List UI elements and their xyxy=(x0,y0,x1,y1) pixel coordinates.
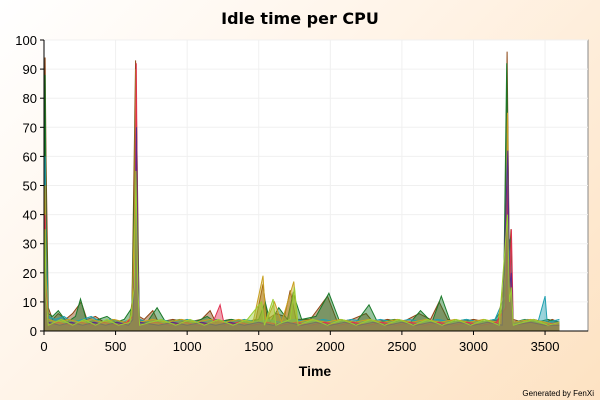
series-area-1 xyxy=(44,63,560,332)
x-tick-label: 2500 xyxy=(387,339,416,354)
y-tick-label: 80 xyxy=(23,91,37,106)
y-tick-label: 90 xyxy=(23,62,37,77)
y-axis-ticks: 0 10 20 30 40 50 60 70 80 90 100 xyxy=(15,33,44,339)
x-tick-label: 0 xyxy=(40,339,47,354)
y-tick-label: 60 xyxy=(23,149,37,164)
series-line-0 xyxy=(43,51,560,323)
y-tick-label: 10 xyxy=(23,295,37,310)
series-line-5 xyxy=(43,127,560,326)
series-area-6 xyxy=(44,170,560,331)
x-tick-label: 500 xyxy=(105,339,127,354)
chart-title: Idle time per CPU xyxy=(221,9,379,28)
x-tick-label: 1000 xyxy=(173,339,202,354)
x-tick-label: 1500 xyxy=(244,339,273,354)
series-area-2 xyxy=(44,104,560,331)
y-tick-label: 70 xyxy=(23,120,37,135)
y-tick-label: 40 xyxy=(23,208,37,223)
x-tick-label: 3000 xyxy=(459,339,488,354)
series-group xyxy=(43,51,560,332)
y-tick-label: 0 xyxy=(30,324,37,339)
series-area-5 xyxy=(44,127,560,331)
x-tick-label: 3500 xyxy=(531,339,560,354)
y-tick-label: 100 xyxy=(15,33,37,48)
y-tick-label: 20 xyxy=(23,266,37,281)
x-tick-label: 2000 xyxy=(316,339,345,354)
series-line-6 xyxy=(43,170,560,326)
series-area-4 xyxy=(44,63,560,332)
x-axis-label: Time xyxy=(299,363,332,379)
x-axis-ticks: 0 500 1000 1500 2000 2500 3000 3500 xyxy=(40,331,560,354)
series-area-3 xyxy=(44,69,560,331)
y-tick-label: 30 xyxy=(23,237,37,252)
y-tick-label: 50 xyxy=(23,179,37,194)
series-line-3 xyxy=(43,69,560,326)
credit-text: Generated by FenXi xyxy=(522,389,594,398)
series-area-0 xyxy=(44,51,560,331)
